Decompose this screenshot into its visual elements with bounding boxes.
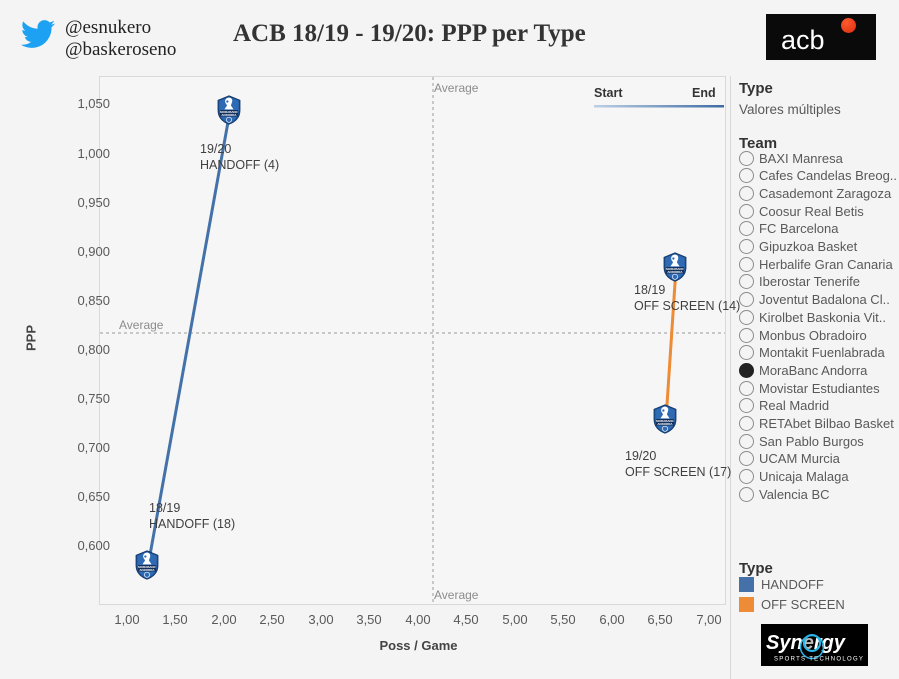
svg-text:SPORTS TECHNOLOGY: SPORTS TECHNOLOGY [774, 657, 864, 663]
svg-text:Synergy: Synergy [766, 632, 846, 654]
